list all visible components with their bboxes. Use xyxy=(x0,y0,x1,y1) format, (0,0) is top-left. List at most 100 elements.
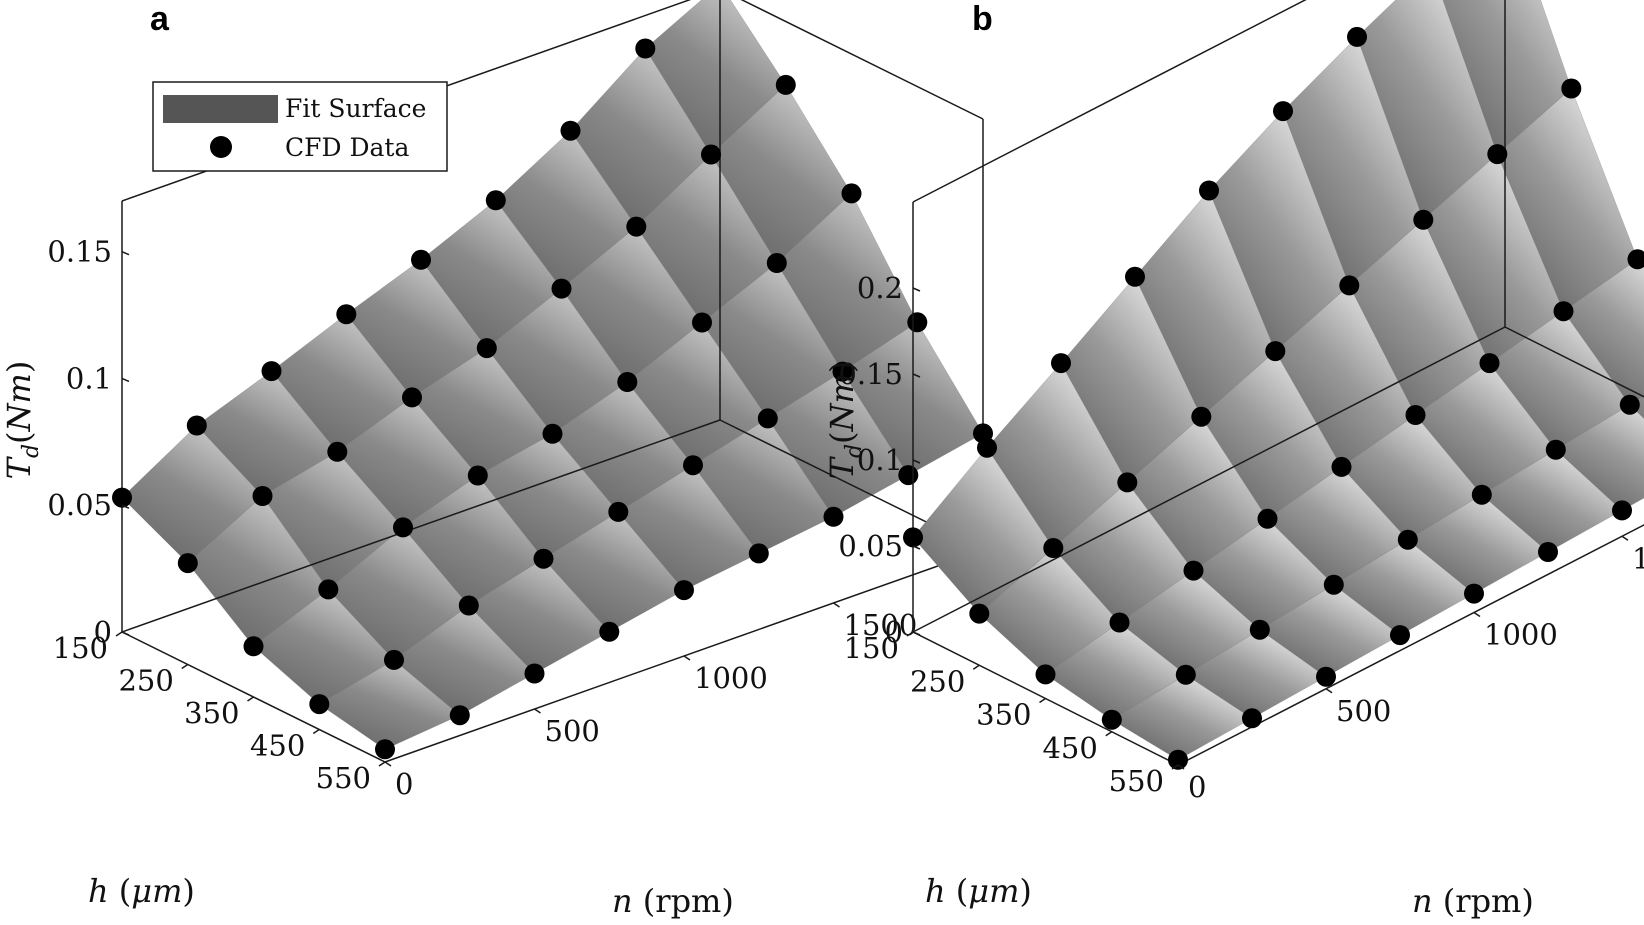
panel-a: a 0 0.05 0.1 0.15 150 250 350 450 550 0 500 1000 150… xyxy=(0,0,1067,920)
cfd-point xyxy=(1627,249,1644,270)
z-tick-label: 0.1 xyxy=(66,362,112,396)
legend-surface-swatch xyxy=(163,95,278,123)
y-tick xyxy=(833,602,840,608)
cfd-point xyxy=(1191,406,1212,427)
y-tick-label: 500 xyxy=(545,714,600,748)
cfd-point xyxy=(411,249,431,270)
cfd-point xyxy=(1479,353,1500,374)
cfd-point xyxy=(1619,394,1640,415)
cfd-point xyxy=(841,183,862,204)
cfd-point xyxy=(832,361,853,382)
x-tick xyxy=(1039,697,1046,704)
z-axis-label-a: Td(Nm) xyxy=(0,361,44,480)
x-tick xyxy=(1171,764,1179,770)
x-tick xyxy=(972,664,980,670)
z-tick-label: 0.15 xyxy=(47,235,112,269)
cfd-point xyxy=(112,487,132,508)
cfd-point xyxy=(309,694,330,715)
cfd-point xyxy=(1183,560,1204,581)
cfd-point xyxy=(903,527,923,548)
cfd-point xyxy=(1249,619,1270,640)
cfd-point xyxy=(177,553,198,574)
y-tick xyxy=(1621,535,1629,541)
y-axis-label-a: n (rpm) xyxy=(612,882,734,920)
cfd-point xyxy=(1323,574,1344,595)
cfd-point xyxy=(1242,708,1262,729)
cfd-point xyxy=(1043,538,1064,558)
cfd-point xyxy=(1464,583,1484,604)
cfd-point xyxy=(560,120,581,141)
legend: Fit Surface CFD Data xyxy=(152,81,448,172)
axes-edge xyxy=(912,0,1307,203)
cfd-point xyxy=(692,312,712,333)
z-tick xyxy=(121,251,130,256)
cfd-point xyxy=(1413,209,1434,230)
cfd-point xyxy=(907,312,928,333)
cfd-point xyxy=(1125,266,1145,287)
x-tick-label: 550 xyxy=(1109,764,1164,798)
fit-surface-b xyxy=(912,0,1644,761)
x-tick-label: 150 xyxy=(844,631,899,665)
panel-label-a: a xyxy=(150,0,170,38)
x-tick xyxy=(247,696,254,702)
surface-patch xyxy=(1555,404,1644,511)
cfd-point xyxy=(476,338,497,359)
y-tick-label: 500 xyxy=(1336,694,1391,728)
cfd-point xyxy=(375,739,395,760)
cfd-point xyxy=(1545,439,1566,460)
cfd-point xyxy=(766,253,787,273)
y-tick-label: 0 xyxy=(1188,770,1206,804)
cfd-point xyxy=(524,663,545,684)
cfd-point xyxy=(336,304,357,325)
cfd-points-b xyxy=(903,26,1644,770)
cfd-point xyxy=(1051,353,1071,374)
cfd-point xyxy=(551,278,572,299)
z-tick-label: 0.2 xyxy=(857,271,903,305)
cfd-point xyxy=(1471,484,1492,505)
z-tick xyxy=(912,631,921,636)
y-tick xyxy=(384,761,392,767)
x-tick xyxy=(115,631,123,637)
axes-edge xyxy=(740,0,984,120)
cfd-point xyxy=(485,190,506,211)
y-axis-label-b: n (rpm) xyxy=(1412,882,1534,920)
surface-patch xyxy=(1563,258,1644,406)
cfd-point xyxy=(1273,101,1293,122)
cfd-point xyxy=(533,548,554,569)
x-tick-label: 550 xyxy=(316,761,371,795)
cfd-point xyxy=(674,580,694,601)
y-tick xyxy=(1473,611,1481,618)
x-tick xyxy=(181,663,189,670)
cfd-point xyxy=(1405,405,1426,425)
y-tick xyxy=(1325,688,1333,694)
cfd-point xyxy=(969,603,990,624)
y-tick-label: 0 xyxy=(395,767,413,801)
x-axis-label-a: h (μm) xyxy=(88,872,195,910)
x-tick-label: 250 xyxy=(910,664,965,698)
legend-point-marker xyxy=(210,136,232,158)
z-tick-label: 0.1 xyxy=(857,443,903,477)
cfd-point xyxy=(1117,472,1138,493)
y-tick-label: 1500 xyxy=(1632,541,1644,575)
cfd-point xyxy=(1035,664,1056,685)
cfd-point xyxy=(1339,275,1360,296)
axes-edge xyxy=(1504,326,1644,398)
y-tick xyxy=(1177,764,1185,770)
z-tick xyxy=(912,287,921,292)
cfd-point xyxy=(384,649,404,670)
cfd-point xyxy=(1561,78,1582,99)
x-tick-label: 350 xyxy=(976,698,1031,732)
cfd-point xyxy=(1199,180,1219,201)
axes-edge xyxy=(121,419,721,633)
cfd-point xyxy=(186,415,207,436)
z-tick-label: 0 xyxy=(885,615,903,649)
x-tick xyxy=(906,631,914,637)
x-tick-label: 450 xyxy=(1042,731,1097,765)
cfd-point xyxy=(1390,625,1410,646)
cfd-point xyxy=(1168,749,1188,770)
cfd-point xyxy=(1553,301,1574,322)
cfd-point xyxy=(1487,144,1508,165)
cfd-point xyxy=(626,216,647,237)
cfd-point xyxy=(1316,666,1336,687)
legend-points-label: CFD Data xyxy=(285,133,409,162)
